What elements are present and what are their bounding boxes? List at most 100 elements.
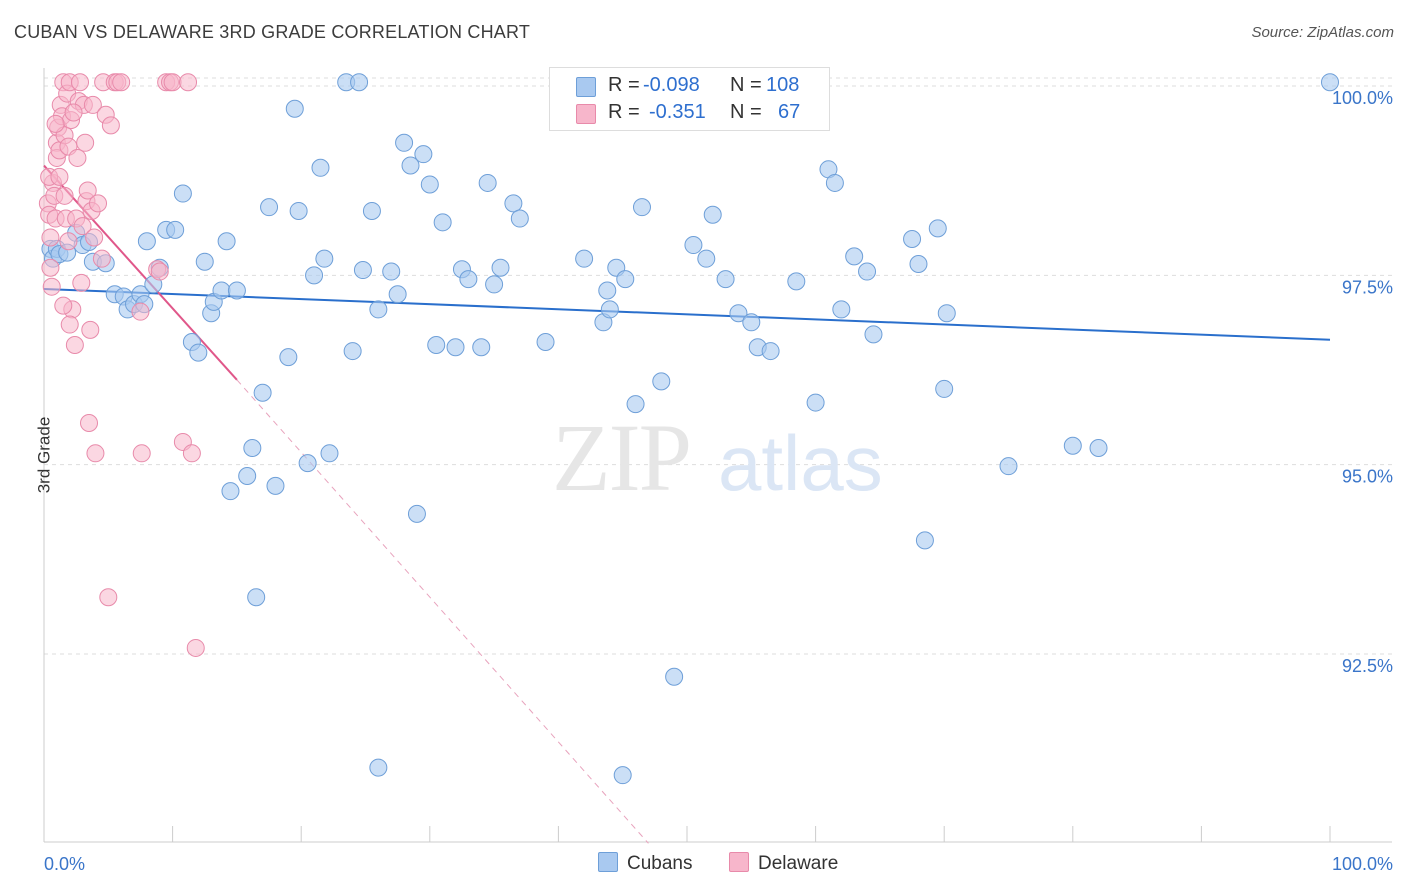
point-cubans [420,175,439,194]
point-delaware [101,116,120,135]
point-cubans [806,393,825,412]
point-delaware [86,444,105,463]
legend-swatch-cubans [598,852,618,872]
point-cubans [285,99,304,118]
point-delaware [78,181,97,200]
point-cubans [350,73,369,92]
point-cubans [266,476,285,495]
point-cubans [253,383,272,402]
point-delaware [89,194,108,213]
point-cubans [915,531,934,550]
point-cubans [742,313,761,332]
point-cubans [320,444,339,463]
point-cubans [227,281,246,300]
point-delaware [41,258,60,277]
y-tick-label: 100.0% [1332,88,1393,108]
point-cubans [613,766,632,785]
point-cubans [626,395,645,414]
point-cubans [427,336,446,355]
point-delaware [163,73,182,92]
point-cubans [173,184,192,203]
point-cubans [716,270,735,289]
point-cubans [343,342,362,361]
point-delaware [59,232,78,251]
point-delaware [179,73,198,92]
legend-r-label: R = [608,101,640,123]
point-cubans [446,338,465,357]
point-cubans [864,325,883,344]
point-cubans [491,258,510,277]
y-tick-labels: 100.0% 97.5% 95.0% 92.5% [1332,88,1393,676]
legend-n-label: N = [730,101,762,123]
source-label: Source: ZipAtlas.com [1251,24,1394,41]
point-delaware [54,296,73,315]
trend-line-cubans [43,287,1331,341]
x-tick-labels: 0.0% 100.0% [44,854,1393,874]
point-cubans [195,252,214,271]
point-cubans [260,198,279,217]
point-cubans [353,261,372,280]
point-cubans [433,213,452,232]
point-delaware [80,414,99,433]
y-tick-label: 92.5% [1342,656,1393,676]
point-cubans [729,304,748,323]
point-delaware [71,73,90,92]
legend-swatch-delaware [576,104,596,124]
point-cubans [909,254,928,273]
trend-line-delaware-solid [43,164,238,381]
point-cubans [504,194,523,213]
point-cubans [761,342,780,361]
watermark: ZIP atlas [552,404,883,511]
legend-n-label: N = [730,74,762,96]
point-cubans [665,667,684,686]
y-tick-label: 97.5% [1342,277,1393,297]
point-cubans [315,249,334,268]
point-cubans [598,281,617,300]
point-cubans [401,156,420,175]
point-cubans [279,348,298,367]
point-delaware [72,273,91,292]
point-delaware [55,186,74,205]
point-cubans [369,300,388,319]
point-cubans [1063,436,1082,455]
point-delaware [112,73,131,92]
point-delaware [73,217,92,236]
point-cubans [388,285,407,304]
point-delaware [60,315,79,334]
point-cubans [362,201,381,220]
point-cubans [703,205,722,224]
point-cubans [652,372,671,391]
legend-item-delaware[interactable]: Delaware [729,852,838,875]
point-cubans [1321,73,1339,92]
legend-r-label: R = [608,74,640,96]
legend-item-cubans[interactable]: Cubans [598,852,693,875]
point-cubans [697,249,716,268]
point-cubans [536,332,555,351]
point-delaware [99,588,118,607]
legend-swatch-delaware [729,852,749,872]
point-cubans [616,270,635,289]
point-cubans [221,482,240,501]
point-cubans [238,467,257,486]
point-delaware [83,95,102,114]
point-cubans [298,454,317,473]
legend-n-value: 108 [766,74,800,96]
point-cubans [510,209,529,228]
chart-title: CUBAN VS DELAWARE 3RD GRADE CORRELATION … [14,22,531,42]
legend-label-cubans: Cubans [627,853,693,874]
grid-lines [44,77,1392,655]
legend-row-delaware: R = -0.351 N = 67 [550,101,829,129]
point-delaware [65,336,84,355]
point-cubans [832,300,851,319]
y-axis-label: 3rd Grade [34,416,54,494]
point-cubans [369,758,388,777]
point-cubans [1089,439,1108,458]
stats-legend: R = -0.098 N = 108 R = -0.351 N = 67 [549,67,830,131]
point-cubans [137,232,156,251]
point-cubans [382,262,401,281]
point-cubans [632,198,651,217]
point-cubans [289,201,308,220]
point-cubans [485,275,504,294]
point-cubans [825,173,844,192]
